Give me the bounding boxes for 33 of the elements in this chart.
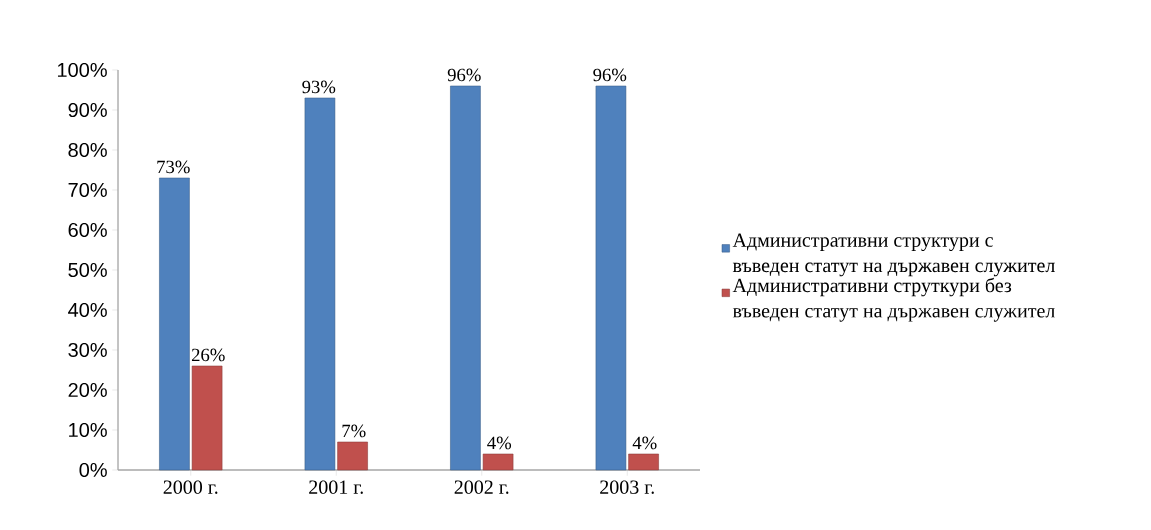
x-tick-label: 2003 г.	[600, 480, 654, 494]
x-tick-label: 2001 г.	[309, 480, 363, 494]
y-tick-label: 20%	[68, 382, 107, 398]
y-tick-label: 70%	[68, 182, 107, 198]
legend-label: Административни струткури без въведен статут на държавен служител	[732, 277, 1055, 322]
data-label: 26%	[191, 348, 225, 362]
bar	[159, 177, 190, 471]
y-tick-label: 100%	[57, 62, 107, 78]
y-tick-label: 30%	[68, 342, 107, 358]
x-tick-label: 2002 г.	[454, 480, 509, 494]
y-tick-label: 50%	[68, 262, 107, 278]
data-label: 4%	[487, 436, 512, 450]
y-tick-label: 40%	[68, 302, 107, 318]
bar	[450, 85, 481, 471]
y-tick-label: 80%	[68, 142, 107, 158]
y-tick-label: 10%	[69, 422, 107, 438]
bar	[337, 441, 368, 471]
data-label: 93%	[302, 80, 336, 94]
legend-label: Административни структури с въведен статут на държавен служител	[732, 233, 1055, 277]
bar	[628, 453, 659, 471]
bar	[595, 85, 627, 471]
data-label: 7%	[342, 424, 366, 438]
bar	[482, 453, 514, 471]
data-label: 73%	[157, 160, 190, 174]
y-tick-label: 90%	[68, 102, 107, 118]
bar	[191, 365, 223, 471]
data-label: 96%	[447, 68, 481, 82]
y-tick-label: 60%	[68, 222, 107, 238]
bar	[304, 97, 336, 471]
x-tick-label: 2000 г.	[163, 480, 218, 494]
y-tick-label: 0%	[79, 462, 107, 478]
data-label: 4%	[632, 436, 657, 450]
data-label: 96%	[593, 68, 627, 82]
